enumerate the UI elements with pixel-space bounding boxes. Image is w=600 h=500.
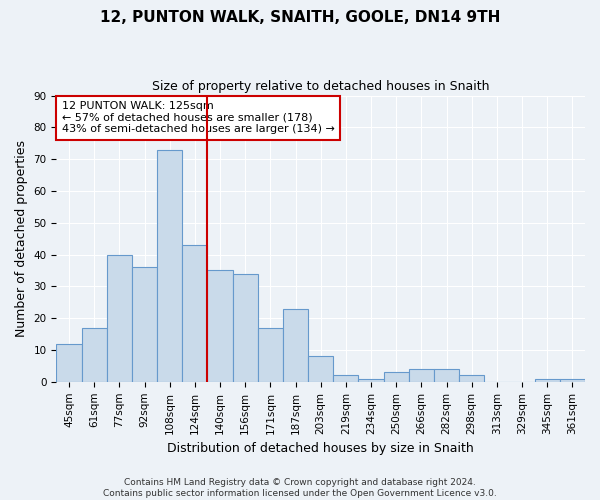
Bar	[283, 308, 308, 382]
Bar	[434, 369, 459, 382]
Bar	[459, 376, 484, 382]
Y-axis label: Number of detached properties: Number of detached properties	[15, 140, 28, 337]
Bar	[107, 254, 132, 382]
Bar	[333, 376, 358, 382]
Bar	[308, 356, 333, 382]
Bar	[233, 274, 258, 382]
Bar	[383, 372, 409, 382]
Bar	[56, 344, 82, 382]
Bar	[157, 150, 182, 382]
Bar	[560, 378, 585, 382]
Bar	[82, 328, 107, 382]
Bar	[409, 369, 434, 382]
Title: Size of property relative to detached houses in Snaith: Size of property relative to detached ho…	[152, 80, 490, 93]
Bar	[258, 328, 283, 382]
Bar	[132, 268, 157, 382]
Text: 12, PUNTON WALK, SNAITH, GOOLE, DN14 9TH: 12, PUNTON WALK, SNAITH, GOOLE, DN14 9TH	[100, 10, 500, 25]
Bar	[358, 378, 383, 382]
Text: Contains HM Land Registry data © Crown copyright and database right 2024.
Contai: Contains HM Land Registry data © Crown c…	[103, 478, 497, 498]
Bar	[535, 378, 560, 382]
Text: 12 PUNTON WALK: 125sqm
← 57% of detached houses are smaller (178)
43% of semi-de: 12 PUNTON WALK: 125sqm ← 57% of detached…	[62, 102, 335, 134]
Bar	[208, 270, 233, 382]
X-axis label: Distribution of detached houses by size in Snaith: Distribution of detached houses by size …	[167, 442, 474, 455]
Bar	[182, 245, 208, 382]
